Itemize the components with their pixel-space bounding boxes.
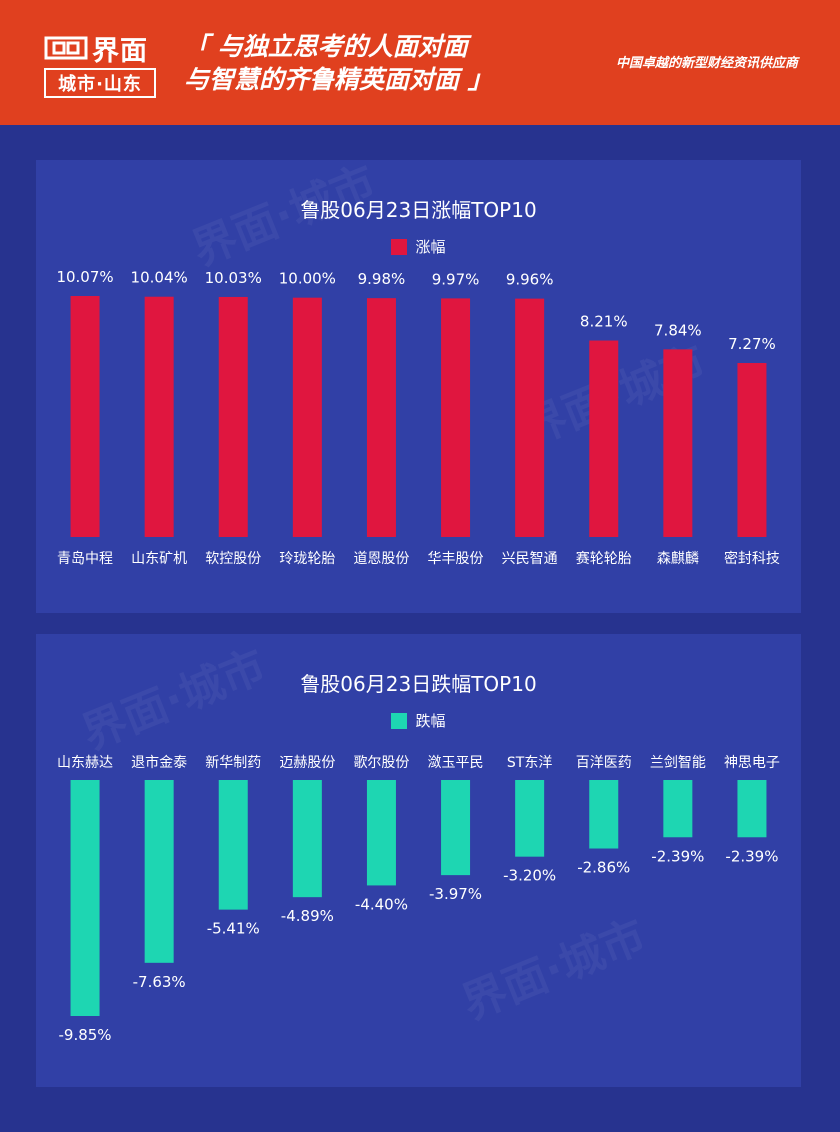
legend-swatch bbox=[391, 238, 408, 255]
category-label-5: 华丰股份 bbox=[428, 551, 484, 567]
category-label-9: 密封科技 bbox=[724, 550, 780, 567]
category-label-3: 迈赫股份 bbox=[279, 755, 335, 771]
bar-4 bbox=[366, 298, 396, 537]
category-label-3: 玲珑轮胎 bbox=[279, 551, 335, 567]
data-label-6: 9.96% bbox=[506, 271, 554, 289]
bar-0 bbox=[70, 780, 100, 1016]
header-banner: 界面 城市·山东 「 与独立思考的人面对面 与智慧的齐鲁精英面对面 」 中国卓越… bbox=[0, 0, 840, 125]
logo-subtitle: 城市·山东 bbox=[44, 68, 156, 98]
losers-panel: 界面·城市 界面·城市 鲁股06月23日跌幅TOP10 跌幅 -9.85% 山东赫… bbox=[36, 634, 801, 1087]
category-label-6: ST东洋 bbox=[507, 755, 552, 771]
category-label-1: 山东矿机 bbox=[131, 551, 187, 567]
category-label-9: 神思电子 bbox=[724, 755, 780, 771]
chart-title: 鲁股06月23日涨幅TOP10 bbox=[300, 198, 537, 222]
data-label-1: -7.63% bbox=[133, 973, 186, 991]
data-label-3: 10.00% bbox=[279, 270, 336, 288]
bar-2 bbox=[218, 296, 248, 537]
chart-legend: 跌幅 bbox=[36, 710, 801, 731]
bar-4 bbox=[366, 780, 396, 886]
data-label-7: 8.21% bbox=[580, 313, 628, 331]
bar-8 bbox=[663, 780, 693, 838]
category-label-5: 潋玉平民 bbox=[428, 755, 484, 771]
category-label-4: 道恩股份 bbox=[353, 551, 409, 567]
category-label-2: 软控股份 bbox=[205, 551, 261, 567]
bar-6 bbox=[515, 298, 545, 537]
legend-label: 跌幅 bbox=[415, 712, 446, 730]
gainers-panel: 界面·城市 界面·城市 鲁股06月23日涨幅TOP10 涨幅 10.07%青岛中… bbox=[36, 156, 801, 613]
bar-8 bbox=[663, 349, 693, 537]
bar-6 bbox=[515, 780, 545, 857]
tagline: 中国卓越的新型财经资讯供应商 bbox=[615, 56, 798, 71]
data-label-2: -5.41% bbox=[207, 920, 260, 938]
bar-3 bbox=[292, 780, 322, 898]
category-label-1: 退市金泰 bbox=[131, 754, 187, 771]
bar-7 bbox=[589, 780, 619, 849]
footer-strip bbox=[0, 1087, 840, 1132]
logo-name: 界面 bbox=[92, 35, 148, 67]
bar-3 bbox=[292, 297, 322, 537]
data-label-3: -4.89% bbox=[281, 907, 334, 925]
category-label-0: 山东赫达 bbox=[57, 755, 113, 771]
data-label-5: -3.97% bbox=[429, 885, 482, 903]
data-label-2: 10.03% bbox=[205, 269, 262, 287]
bar-1 bbox=[144, 296, 174, 537]
data-label-4: -4.40% bbox=[355, 895, 408, 913]
category-label-0: 青岛中程 bbox=[57, 551, 113, 567]
bar-9 bbox=[737, 780, 767, 838]
data-label-6: -3.20% bbox=[503, 867, 556, 885]
bar-7 bbox=[589, 340, 619, 537]
legend-swatch bbox=[391, 712, 408, 729]
data-label-8: 7.84% bbox=[654, 321, 702, 339]
chart-legend: 涨幅 bbox=[36, 236, 801, 257]
slogan-line-1: 「 与独立思考的人面对面 bbox=[184, 32, 468, 61]
category-label-7: 赛轮轮胎 bbox=[576, 551, 632, 567]
category-label-8: 森麒麟 bbox=[657, 551, 699, 567]
data-label-0: 10.07% bbox=[56, 268, 113, 286]
category-label-4: 歌尔股份 bbox=[353, 755, 409, 771]
bar-5 bbox=[441, 780, 471, 876]
data-label-9: 7.27% bbox=[728, 335, 776, 353]
category-label-8: 兰剑智能 bbox=[650, 755, 706, 771]
bar-5 bbox=[441, 298, 471, 537]
losers-bar-chart: -9.85% 山东赫达 -7.63% 退市金泰 -5.41% 新华制药 -4.89% 迈赫股份… bbox=[57, 754, 780, 1044]
chart-title: 鲁股06月23日跌幅TOP10 bbox=[300, 672, 537, 696]
category-label-2: 新华制药 bbox=[205, 755, 261, 771]
bar-0 bbox=[70, 296, 100, 537]
data-label-9: -2.39% bbox=[725, 847, 778, 865]
data-label-5: 9.97% bbox=[432, 270, 480, 288]
bar-2 bbox=[218, 780, 248, 910]
bar-1 bbox=[144, 780, 174, 963]
bar-9 bbox=[737, 363, 767, 537]
brand-logo: 界面 城市·山东 bbox=[44, 30, 160, 100]
data-label-8: -2.39% bbox=[651, 847, 704, 865]
data-label-7: -2.86% bbox=[577, 859, 630, 877]
gainers-bar-chart: 10.07% 青岛中程 10.04% 山东矿机 10.03% 软控股份 10.00% 玲珑轮胎… bbox=[56, 268, 780, 567]
data-label-0: -9.85% bbox=[59, 1026, 112, 1044]
logo-mark-icon bbox=[44, 35, 88, 61]
category-label-7: 百洋医药 bbox=[576, 755, 632, 771]
data-label-1: 10.04% bbox=[131, 269, 188, 287]
slogan-line-2: 与智慧的齐鲁精英面对面 」 bbox=[184, 65, 493, 94]
category-label-6: 兴民智通 bbox=[502, 551, 558, 567]
legend-label: 涨幅 bbox=[415, 238, 446, 256]
data-label-4: 9.98% bbox=[358, 270, 406, 288]
slogan: 「 与独立思考的人面对面 与智慧的齐鲁精英面对面 」 bbox=[184, 30, 493, 96]
